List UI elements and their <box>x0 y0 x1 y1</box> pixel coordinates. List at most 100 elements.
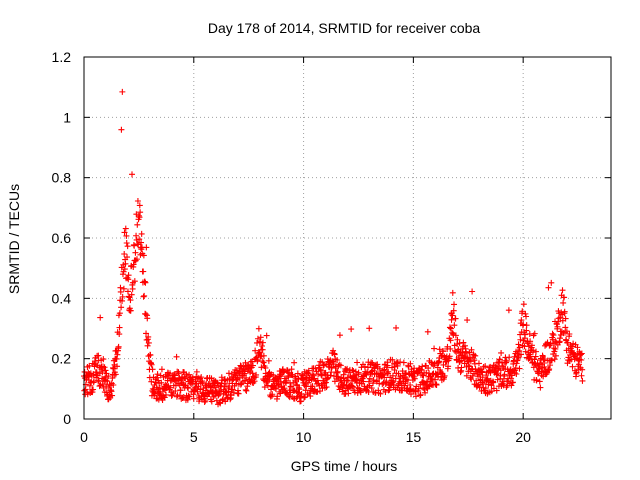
data-point <box>141 292 148 299</box>
data-point <box>233 377 240 384</box>
data-point <box>578 357 585 364</box>
data-point <box>417 391 424 398</box>
data-point <box>281 368 288 375</box>
data-point <box>419 363 426 370</box>
data-point <box>365 378 372 385</box>
data-point <box>318 372 325 379</box>
data-point <box>99 381 106 388</box>
data-point <box>420 372 427 379</box>
data-point <box>314 377 321 384</box>
data-point <box>545 284 552 291</box>
data-point <box>254 356 261 363</box>
data-point <box>389 372 396 379</box>
data-point <box>274 393 281 400</box>
data-point <box>390 381 397 388</box>
data-point <box>344 365 351 372</box>
data-point <box>186 393 193 400</box>
x-axis-label: GPS time / hours <box>291 458 398 474</box>
data-point <box>549 330 556 337</box>
data-point <box>129 285 136 292</box>
data-point <box>457 369 464 376</box>
data-point <box>89 389 96 396</box>
data-point <box>482 385 489 392</box>
data-point <box>475 360 482 367</box>
data-point <box>269 391 276 398</box>
data-point <box>513 357 520 364</box>
data-point <box>508 375 515 382</box>
data-point <box>252 347 259 354</box>
data-point <box>330 347 337 354</box>
data-point <box>348 382 355 389</box>
data-point <box>328 364 335 371</box>
data-point <box>469 288 476 295</box>
data-point <box>509 379 516 386</box>
data-point <box>503 358 510 365</box>
data-point <box>528 342 535 349</box>
data-point <box>541 356 548 363</box>
data-point <box>506 354 513 361</box>
data-point <box>153 374 160 381</box>
data-point <box>527 338 534 345</box>
data-point <box>518 351 525 358</box>
data-point <box>295 384 302 391</box>
data-point <box>562 324 569 331</box>
data-point <box>376 365 383 372</box>
data-point <box>445 363 452 370</box>
data-point <box>148 378 155 385</box>
data-point <box>304 370 311 377</box>
data-point <box>136 236 143 243</box>
data-point <box>334 368 341 375</box>
data-point <box>309 371 316 378</box>
data-point <box>235 390 242 397</box>
data-point <box>127 307 134 314</box>
data-point <box>197 386 204 393</box>
data-point <box>295 376 302 383</box>
data-point <box>548 357 555 364</box>
data-point <box>259 339 266 346</box>
data-point <box>277 390 284 397</box>
data-point <box>345 369 352 376</box>
data-point <box>118 304 125 311</box>
data-point <box>95 378 102 385</box>
data-point <box>131 278 138 285</box>
data-point <box>441 372 448 379</box>
y-tick-label: 1 <box>63 109 71 125</box>
data-point <box>527 353 534 360</box>
data-point <box>382 388 389 395</box>
chart-title: Day 178 of 2014, SRMTID for receiver cob… <box>208 20 481 36</box>
data-point <box>137 209 144 216</box>
data-point <box>193 368 200 375</box>
data-point <box>498 349 505 356</box>
data-point <box>579 366 586 373</box>
data-point <box>133 256 140 263</box>
data-point <box>257 338 264 345</box>
data-point <box>273 384 280 391</box>
data-point <box>120 268 127 275</box>
data-point <box>132 249 139 256</box>
data-point <box>255 325 262 332</box>
data-point <box>97 314 104 321</box>
data-point <box>242 386 249 393</box>
y-tick-label: 0 <box>63 411 71 427</box>
data-point <box>221 383 228 390</box>
data-point <box>237 362 244 369</box>
data-point <box>501 371 508 378</box>
data-point <box>522 310 529 317</box>
data-point <box>201 398 208 405</box>
data-point <box>119 297 126 304</box>
data-point <box>281 385 288 392</box>
data-point <box>287 383 294 390</box>
data-point <box>466 355 473 362</box>
data-point <box>351 389 358 396</box>
data-point <box>354 359 361 366</box>
data-point <box>305 367 312 374</box>
data-point <box>559 287 566 294</box>
data-point <box>323 384 330 391</box>
data-point <box>148 361 155 368</box>
data-point <box>140 252 147 259</box>
data-point <box>129 171 136 178</box>
data-point <box>171 371 178 378</box>
data-point <box>254 335 261 342</box>
data-point <box>119 293 126 300</box>
